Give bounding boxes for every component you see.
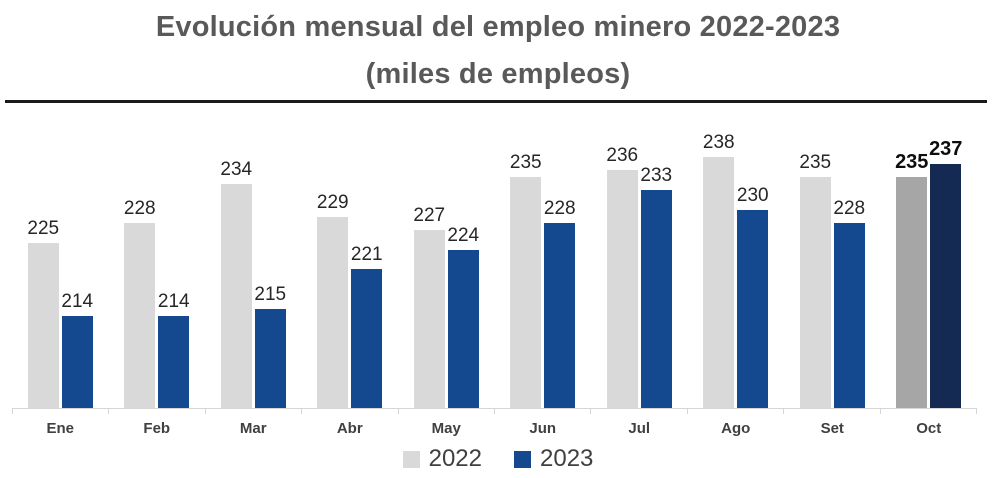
bar-value-label: 238: [702, 132, 735, 153]
bar-group-mar: 234 215: [205, 116, 302, 408]
bar-2022-jul: 236: [606, 145, 638, 408]
bar-2022-ene: 225: [27, 218, 59, 408]
bar-value-label: 228: [833, 198, 866, 219]
bar-2023-feb: 214: [158, 291, 190, 408]
bar-2023-abr: 221: [351, 244, 383, 408]
bar-group-jun: 235 228: [495, 116, 592, 408]
bar-2023-jul: 233: [640, 165, 672, 408]
bar-value-label: 228: [543, 198, 576, 219]
axis-tick: [879, 409, 978, 414]
x-axis-label-jun: Jun: [529, 419, 557, 437]
bar-2023-jun: 228: [544, 198, 576, 408]
bar-value-label: 233: [640, 165, 673, 186]
legend-item-2022: 2022: [402, 445, 482, 473]
page-title: Evolución mensual del empleo minero 2022…: [155, 11, 841, 43]
axis-tick: [301, 409, 397, 414]
axis-tick: [108, 409, 204, 414]
bar-value-label: 235: [799, 152, 832, 173]
bar-value-label: 221: [350, 244, 383, 265]
bar-2022-jun: 235: [510, 152, 542, 408]
axis-tick: [783, 409, 879, 414]
bar-value-label: 230: [736, 185, 769, 206]
bar-2023-set: 228: [833, 198, 865, 408]
bar-value-label: 237: [929, 138, 963, 160]
bar-2023-mar: 215: [254, 284, 286, 408]
x-axis-labels: Ene Feb Mar Abr May Jun Jul Ago Set Oct: [12, 414, 977, 442]
x-axis-label-ene: Ene: [46, 419, 74, 437]
bar-2022-may: 227: [413, 205, 445, 408]
axis-tick: [590, 409, 686, 414]
bar-group-set: 235 228: [784, 116, 881, 408]
bar-2023-oct: 237: [929, 138, 962, 408]
bar-group-abr: 229 221: [302, 116, 399, 408]
bar-2022-ago: 238: [703, 132, 735, 408]
bar-group-ago: 238 230: [688, 116, 785, 408]
x-axis-label-abr: Abr: [336, 419, 363, 437]
title-divider: [5, 100, 987, 103]
page-subtitle: (miles de empleos): [365, 58, 631, 90]
bar-group-ene: 225 214: [12, 116, 109, 408]
bar-2023-ago: 230: [737, 185, 769, 408]
legend-swatch-2023-icon: [514, 450, 531, 468]
bar-chart: 225 214 228 214 234 215 229 221 227 224 235 228 236 2…: [0, 116, 996, 442]
chart-header: Evolución mensual del empleo minero 2022…: [0, 0, 996, 98]
bar-value-label: 235: [895, 151, 929, 173]
x-axis-line: [12, 408, 978, 414]
bar-value-label: 228: [123, 198, 156, 219]
x-axis-label-feb: Feb: [143, 419, 171, 437]
bar-2022-mar: 234: [220, 159, 252, 408]
plot-area: 225 214 228 214 234 215 229 221 227 224 235 228 236 2…: [12, 116, 977, 408]
axis-tick: [204, 409, 301, 414]
x-axis-label-ago: Ago: [721, 419, 751, 437]
axis-tick: [397, 409, 494, 414]
bar-group-jul: 236 233: [591, 116, 688, 408]
bar-value-label: 229: [316, 192, 349, 213]
bar-value-label: 214: [61, 291, 94, 312]
bar-value-label: 235: [509, 152, 542, 173]
legend-label-2023: 2023: [540, 445, 594, 472]
bar-value-label: 214: [157, 291, 190, 312]
bar-2022-oct: 235: [895, 151, 928, 408]
bar-value-label: 225: [27, 218, 60, 239]
bar-value-label: 224: [447, 225, 480, 246]
legend-swatch-2022-icon: [402, 450, 420, 468]
bar-value-label: 236: [606, 145, 639, 166]
bar-2023-ene: 214: [61, 291, 93, 408]
bar-value-label: 227: [413, 205, 446, 226]
axis-tick: [12, 409, 108, 414]
axis-tick: [686, 409, 783, 414]
x-axis-label-oct: Oct: [916, 419, 942, 437]
legend-item-2023: 2023: [514, 445, 593, 473]
bar-2023-may: 224: [447, 225, 479, 408]
bar-2022-set: 235: [799, 152, 831, 408]
x-axis-label-set: Set: [820, 419, 844, 437]
bar-group-may: 227 224: [398, 116, 495, 408]
bar-group-oct: 235 237: [881, 116, 978, 408]
bar-value-label: 215: [254, 284, 287, 305]
bar-value-label: 234: [220, 159, 253, 180]
chart-legend: 2022 2023: [0, 445, 996, 473]
x-axis-label-mar: Mar: [239, 419, 267, 437]
x-axis-label-may: May: [431, 419, 461, 437]
bar-group-feb: 228 214: [109, 116, 206, 408]
axis-tick: [494, 409, 590, 414]
bar-2022-abr: 229: [317, 192, 349, 408]
bar-2022-feb: 228: [124, 198, 156, 408]
legend-label-2022: 2022: [428, 445, 482, 472]
x-axis-label-jul: Jul: [628, 419, 651, 437]
